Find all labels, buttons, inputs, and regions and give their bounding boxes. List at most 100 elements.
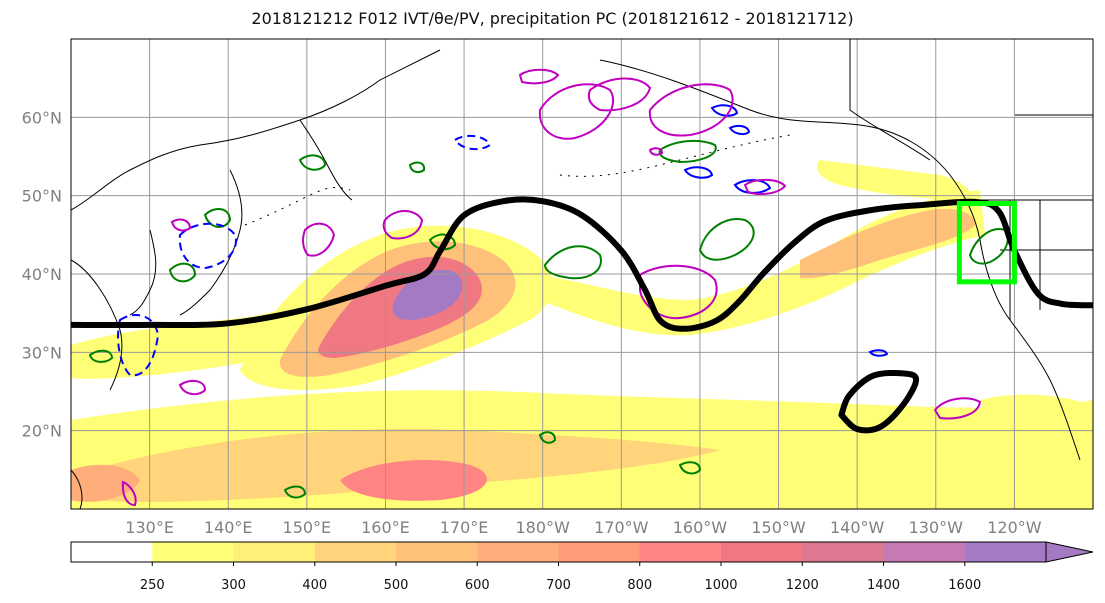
colorbar-segment: [639, 542, 722, 562]
colorbar-tick-label: 1200: [786, 578, 819, 593]
pc-contour-negative: [728, 124, 751, 136]
colorbar-extend-arrow: [1045, 541, 1094, 563]
colorbar-segment: [477, 542, 559, 562]
colorbar-tick-label: 1400: [867, 578, 900, 593]
border-alaska-canada: [849, 39, 931, 161]
coastline-aleutians: [559, 134, 791, 177]
lon-label: 130°E: [125, 518, 174, 537]
lon-label: 150°W: [751, 518, 806, 537]
colorbar-tick-label: 1600: [948, 578, 981, 593]
ivt-east-patch: [980, 394, 1093, 438]
border-us-states: [1000, 114, 1093, 320]
pv-contour: [121, 480, 137, 507]
pv-contour: [648, 83, 734, 137]
colorbar-tick-label: 800: [627, 578, 652, 593]
pv-contour: [178, 379, 207, 396]
pc-contour-negative: [117, 314, 160, 377]
ivt-central-band-inner: [800, 208, 975, 279]
lon-label: 170°W: [594, 518, 649, 537]
colorbar-segment: [802, 542, 884, 562]
graticule: [71, 39, 1093, 509]
colorbar-tick-label: 250: [140, 578, 165, 593]
plot-title: 2018121212 F012 IVT/θe/PV, precipitation…: [251, 9, 854, 28]
pc-contour-positive: [298, 154, 327, 171]
lon-label: 170°E: [440, 518, 489, 537]
colorbar-segment: [964, 542, 1047, 562]
pv-contour: [648, 147, 664, 156]
pc-contour-positive: [428, 233, 457, 251]
pc-contour-negative: [868, 349, 889, 357]
colorbar-segment: [152, 542, 234, 562]
pc-contour-negative: [710, 104, 739, 117]
pc-contour-positive: [203, 208, 232, 228]
colorbar-tick-label: 300: [221, 578, 246, 593]
pv-contour: [743, 178, 787, 195]
pc-contour-negative: [733, 179, 772, 194]
colorbar-tick-label: 400: [302, 578, 327, 593]
pc-contour-negative: [683, 166, 714, 179]
lat-label: 30°N: [22, 343, 62, 362]
lon-label: 140°E: [204, 518, 253, 537]
colorbar: 250 300 400 500 600 700 800 1000 1200 1400 1600: [70, 541, 1094, 593]
pc-contour-positive: [88, 349, 114, 363]
pc-contour-negative: [453, 134, 492, 151]
colorbar-segment: [71, 542, 153, 562]
pv-contour: [518, 68, 560, 85]
lon-label: 150°E: [283, 518, 332, 537]
colorbar-segment: [314, 542, 397, 562]
pc-contour-positive: [658, 139, 717, 164]
colorbar-segment: [233, 542, 316, 562]
pv-contour: [933, 397, 982, 420]
colorbar-tick-label: 600: [465, 578, 490, 593]
pc-contour-positive: [968, 228, 1009, 265]
coastline-kamchatka: [299, 119, 353, 201]
pc-contour-positive: [678, 461, 702, 475]
colorbar-segment: [721, 542, 803, 562]
ivt-tropical-core: [340, 460, 487, 501]
pc-contours-positive: [88, 139, 1009, 499]
coastline-japan: [179, 169, 243, 316]
pc-contour-positive: [538, 431, 557, 444]
lon-label: 160°W: [673, 518, 728, 537]
pc-contour-positive: [168, 262, 197, 283]
coastline-asia: [71, 49, 441, 211]
colorbar-tick-label: 500: [384, 578, 409, 593]
coastline-philippines: [71, 469, 83, 509]
pc-contour-positive: [543, 245, 602, 280]
pv-contour: [382, 210, 424, 240]
ivt-shading: [71, 160, 1093, 509]
lat-label: 60°N: [22, 108, 62, 127]
theta-e-contour-closed: [838, 369, 920, 434]
latitude-labels: 60°N 50°N 40°N 30°N 20°N: [22, 108, 62, 440]
coastline-korea: [129, 229, 157, 316]
map-frame: [70, 38, 1094, 510]
target-region-box: [956, 201, 1017, 285]
pv-contour: [170, 218, 192, 232]
pv-contour: [587, 77, 652, 112]
target-box-layer: [956, 201, 1017, 285]
longitude-labels: 130°E 140°E 150°E 160°E 170°E 180°W 170°W 160°W…: [125, 518, 1041, 537]
coastline-alaska: [599, 59, 1081, 461]
colorbar-segment: [396, 542, 478, 562]
coastline-china: [71, 259, 123, 391]
pc-contour-positive: [698, 218, 755, 261]
pc-contour-negative: [178, 222, 237, 270]
lon-label: 120°W: [987, 518, 1042, 537]
lon-label: 160°E: [361, 518, 410, 537]
lat-label: 50°N: [22, 187, 62, 206]
pc-contour-positive: [283, 485, 307, 499]
colorbar-segment: [883, 542, 966, 562]
colorbar-tick-label: 700: [546, 578, 571, 593]
ivt-northeast-patch: [816, 160, 971, 200]
map-area: [71, 39, 1093, 509]
pv-contour: [302, 222, 336, 257]
coastlines: [71, 39, 1093, 509]
pc-contour-positive: [408, 161, 426, 174]
pv-contours: [121, 68, 982, 507]
lon-label: 130°W: [909, 518, 964, 537]
pc-contours-negative: [117, 104, 889, 377]
lat-label: 20°N: [22, 422, 62, 441]
lon-label: 180°W: [516, 518, 571, 537]
colorbar-segment: [558, 542, 641, 562]
